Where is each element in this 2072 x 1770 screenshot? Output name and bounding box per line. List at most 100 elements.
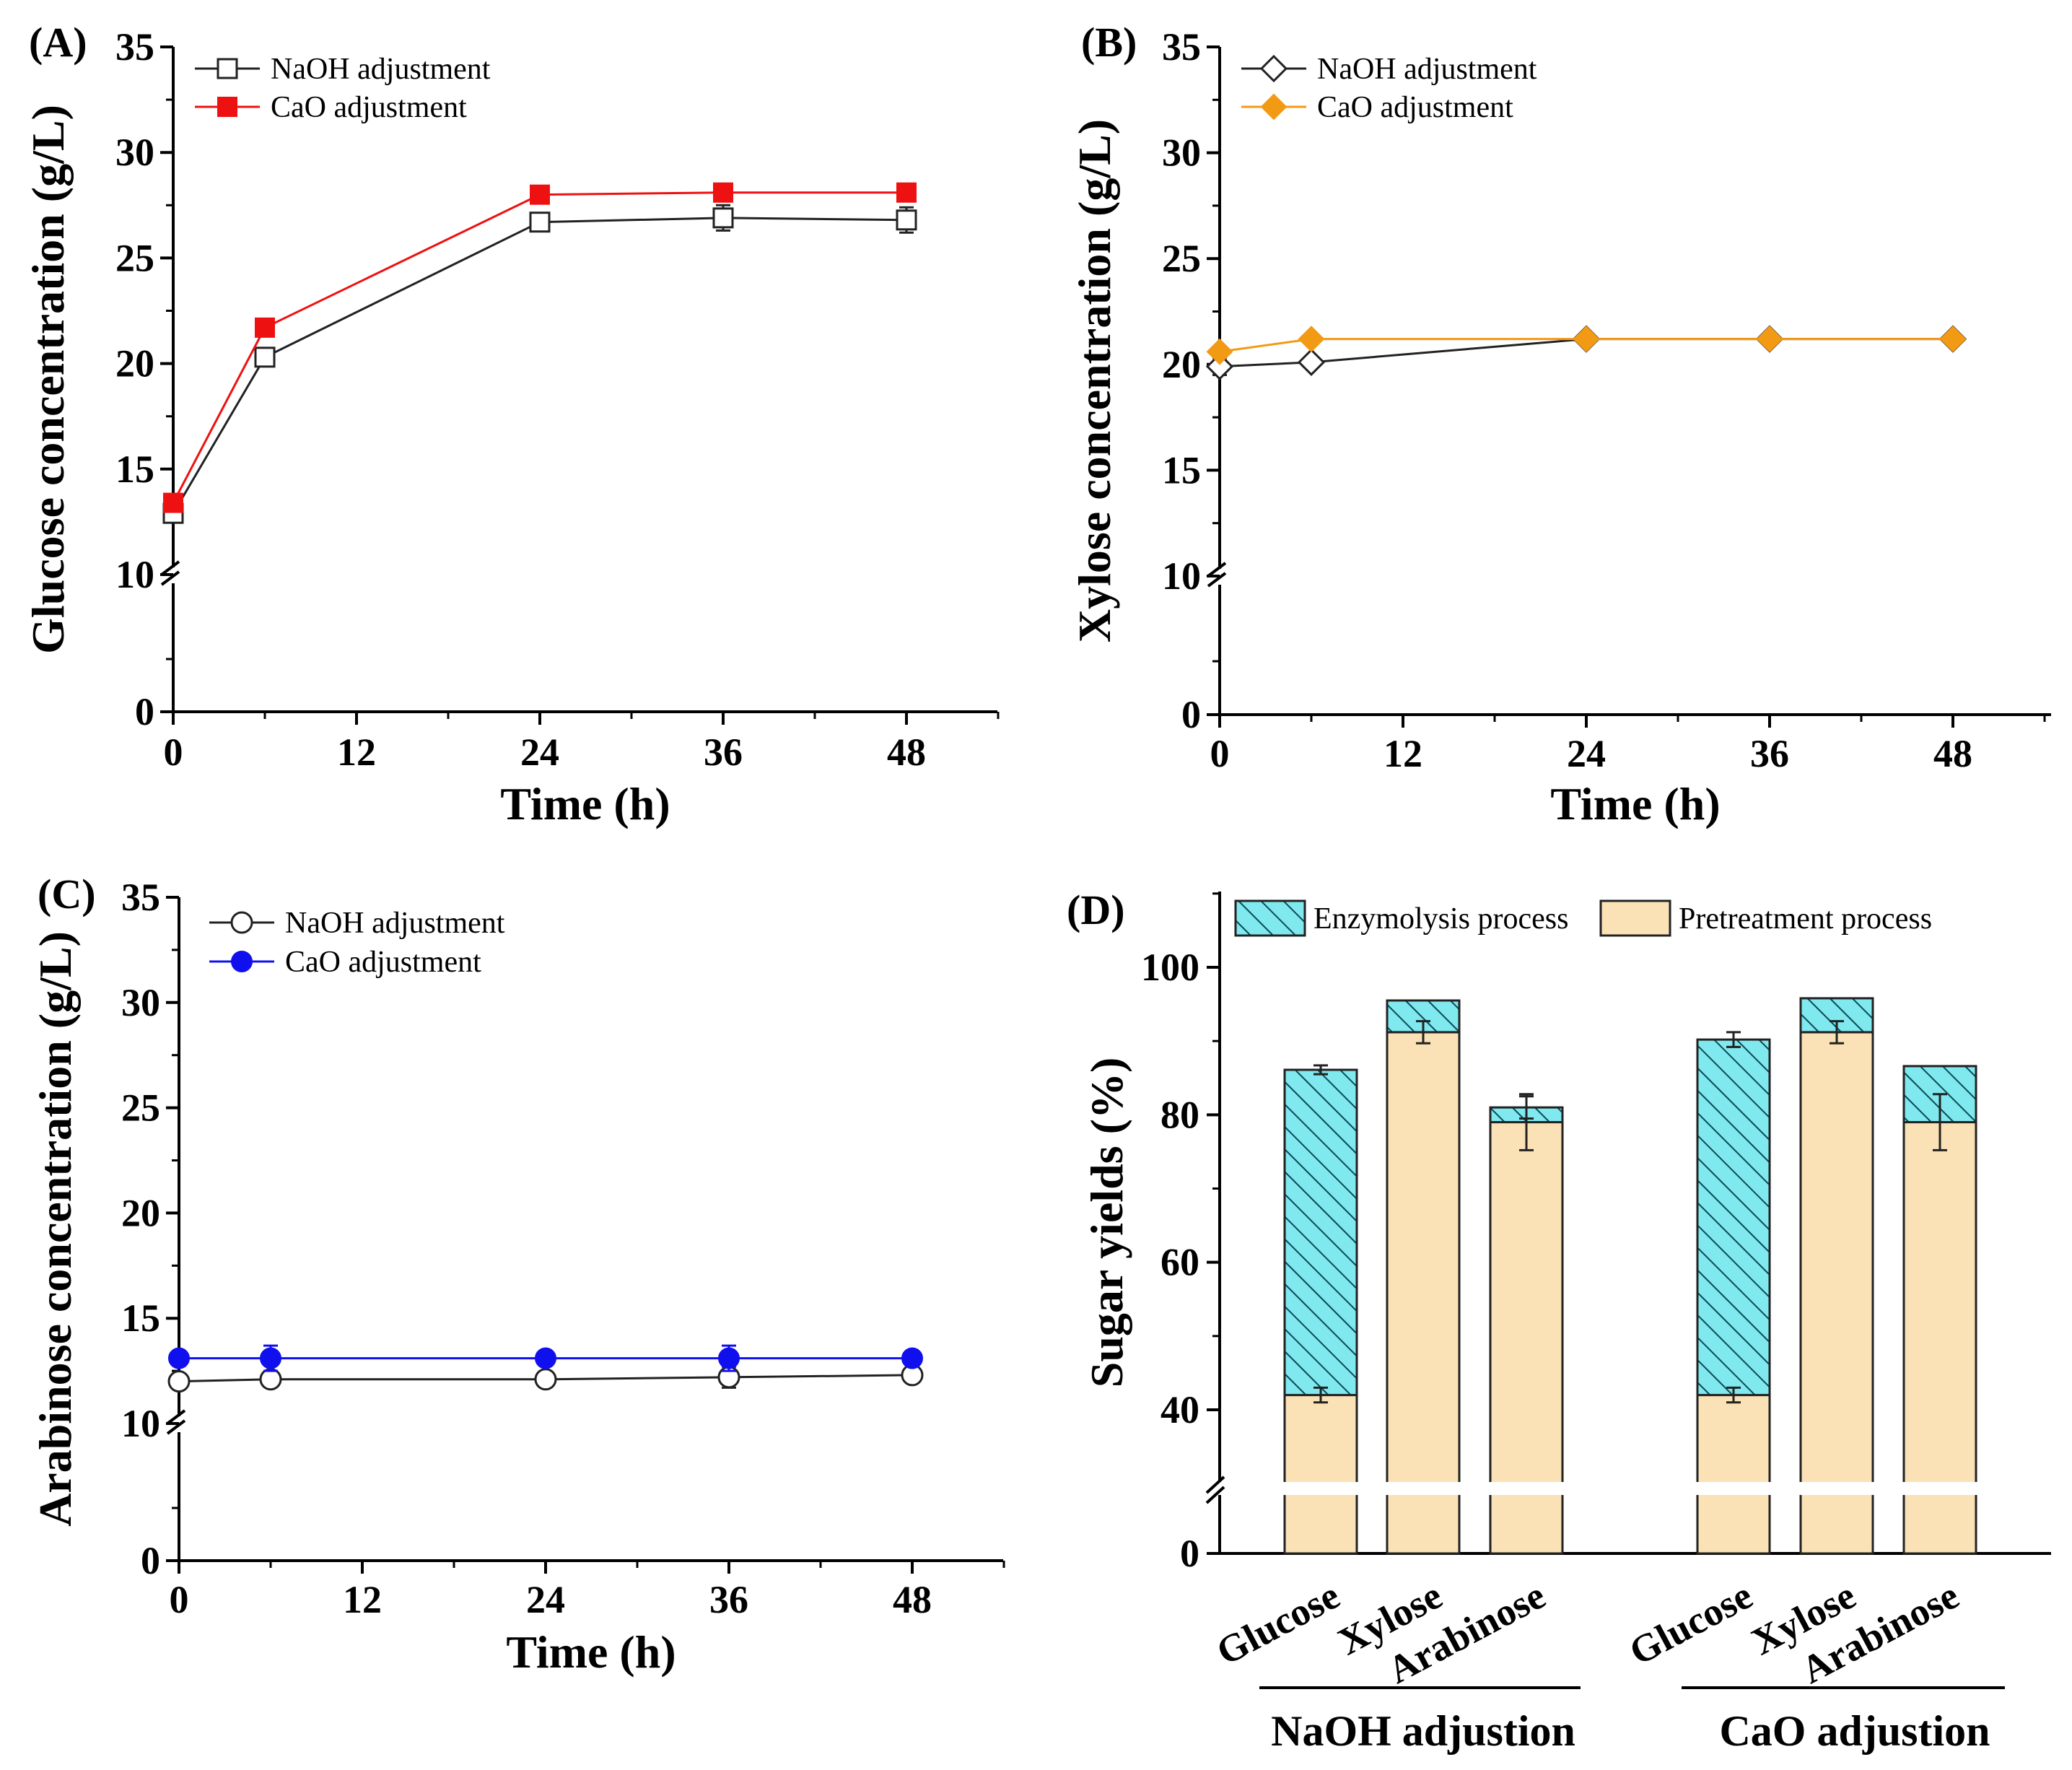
panel-label: (B) <box>1081 19 1137 66</box>
bar-segment-enzymolysis <box>1283 1068 1358 1397</box>
y-tick-label: 20 <box>115 342 154 385</box>
y-tick-label: 0 <box>135 690 154 733</box>
series-cao <box>168 1344 923 1372</box>
x-tick-label: 0 <box>164 731 183 774</box>
legend-label: Pretreatment process <box>1679 902 1932 936</box>
bar-segment-pretreatment <box>1283 1394 1358 1555</box>
y-tick-label: 0 <box>1180 1532 1199 1575</box>
x-tick-label: 0 <box>1210 732 1230 775</box>
group-label-cao: CaO adjustion <box>1719 1707 1990 1755</box>
y-tick-label: 25 <box>115 236 154 279</box>
axis-break-slash <box>160 570 180 586</box>
x-tick-label: 12 <box>337 731 376 774</box>
legend-item-pretreatment: Pretreatment process <box>1599 899 1932 937</box>
y-tick-label: 35 <box>1162 25 1201 69</box>
bar-segment-enzymolysis <box>1696 1038 1771 1397</box>
data-point <box>896 209 917 231</box>
y-tick-label: 30 <box>115 131 154 174</box>
legend-item-cao: CaO adjustment <box>1241 91 1513 124</box>
y-tick-label: 15 <box>115 448 154 491</box>
y-tick-label: 25 <box>1162 237 1201 280</box>
series-cao <box>1206 326 1967 365</box>
panel-label: (D) <box>1067 886 1125 933</box>
data-point <box>168 1347 190 1369</box>
y-tick-label: 15 <box>1162 448 1201 492</box>
data-point <box>530 184 550 205</box>
x-axis-label: Time (h) <box>506 1626 676 1678</box>
bar-segment-pretreatment <box>1489 1121 1564 1555</box>
legend-label: NaOH adjustment <box>271 53 491 86</box>
series-naoh <box>162 204 917 524</box>
legend-item-cao: CaO adjustment <box>209 946 481 979</box>
legend-item-naoh: NaOH adjustment <box>209 907 505 940</box>
y-tick-label: 15 <box>121 1296 160 1340</box>
x-tick-label: 36 <box>1750 732 1789 775</box>
bar-segment-pretreatment <box>1902 1121 1977 1555</box>
legend-item-naoh: NaOH adjustment <box>1241 53 1537 86</box>
data-point <box>255 317 275 338</box>
legend-marker <box>230 911 253 934</box>
legend-swatch <box>1234 899 1306 937</box>
data-point <box>1205 352 1234 380</box>
axis-break-slash <box>166 1419 186 1435</box>
y-tick-label: 20 <box>1162 343 1201 386</box>
series-naoh <box>167 1364 924 1393</box>
y-tick-label: 40 <box>1160 1388 1199 1431</box>
data-point <box>254 346 276 368</box>
x-tick-label: Glucose <box>1210 1574 1347 1674</box>
data-point <box>260 1347 281 1369</box>
bar-segment-pretreatment <box>1696 1394 1771 1555</box>
data-point <box>163 492 183 513</box>
bar-segment-pretreatment <box>1386 1031 1461 1555</box>
legend-marker <box>231 951 253 972</box>
y-tick-label: 35 <box>121 876 160 919</box>
panel-label: (A) <box>29 19 87 66</box>
x-tick-label: 12 <box>1383 732 1422 775</box>
legend-label: CaO adjustment <box>285 946 481 979</box>
legend-item-naoh: NaOH adjustment <box>195 53 491 86</box>
data-point <box>1573 326 1600 353</box>
y-tick-label: 0 <box>141 1539 160 1582</box>
x-tick-label: 12 <box>343 1578 382 1621</box>
data-point <box>1297 348 1326 376</box>
axis-break-band <box>1205 1482 2051 1495</box>
y-tick-label: 10 <box>121 1402 160 1445</box>
series-cao <box>163 182 917 513</box>
legend-label: CaO adjustment <box>1317 91 1513 124</box>
data-point <box>896 182 917 203</box>
legend-label: Enzymolysis process <box>1313 902 1568 936</box>
y-tick-label: 35 <box>115 25 154 69</box>
axis-break-slash <box>1207 572 1227 588</box>
bar-segment-pretreatment <box>1799 1031 1874 1555</box>
data-point <box>713 182 733 203</box>
axis-break-slash <box>1207 562 1227 577</box>
group-label-naoh: NaOH adjustion <box>1271 1707 1575 1755</box>
data-point <box>534 1368 557 1391</box>
legend-swatch <box>1599 899 1671 937</box>
bar-naoh-glucose: Glucose <box>1210 1064 1358 1674</box>
legend-marker <box>1259 54 1288 83</box>
axis-break-slash <box>1205 1475 1225 1494</box>
legend-marker <box>1260 93 1288 121</box>
panel-c: 0 10 15 20 25 30 35 0 12 24 36 48 Time (h) Arabinose … <box>30 871 1005 1678</box>
legend-item-cao: CaO adjustment <box>195 91 467 124</box>
x-axis-label: Time (h) <box>500 778 670 829</box>
y-axis-label: Glucose concentration (g/L) <box>22 105 74 654</box>
x-tick-label: 48 <box>893 1578 932 1621</box>
y-tick-label: 60 <box>1160 1241 1199 1284</box>
y-tick-label: 30 <box>1162 131 1201 175</box>
x-axis-label: Time (h) <box>1550 778 1720 829</box>
axis-break-slash <box>1205 1486 1225 1504</box>
data-point <box>901 1347 923 1369</box>
y-axis-label: Arabinose concentration (g/L) <box>30 931 81 1527</box>
y-tick-label: 100 <box>1141 946 1199 989</box>
y-axis-label: Xylose concentration (g/L) <box>1069 119 1120 642</box>
data-point <box>167 1370 191 1393</box>
data-point <box>1206 338 1233 365</box>
axis-break-slash <box>166 1409 186 1425</box>
y-tick-label: 10 <box>115 553 154 596</box>
panel-b: 0 10 15 20 25 30 35 0 12 24 36 48 Time (h) Xylose con… <box>1069 19 2051 829</box>
x-tick-label: Glucose <box>1622 1574 1760 1674</box>
